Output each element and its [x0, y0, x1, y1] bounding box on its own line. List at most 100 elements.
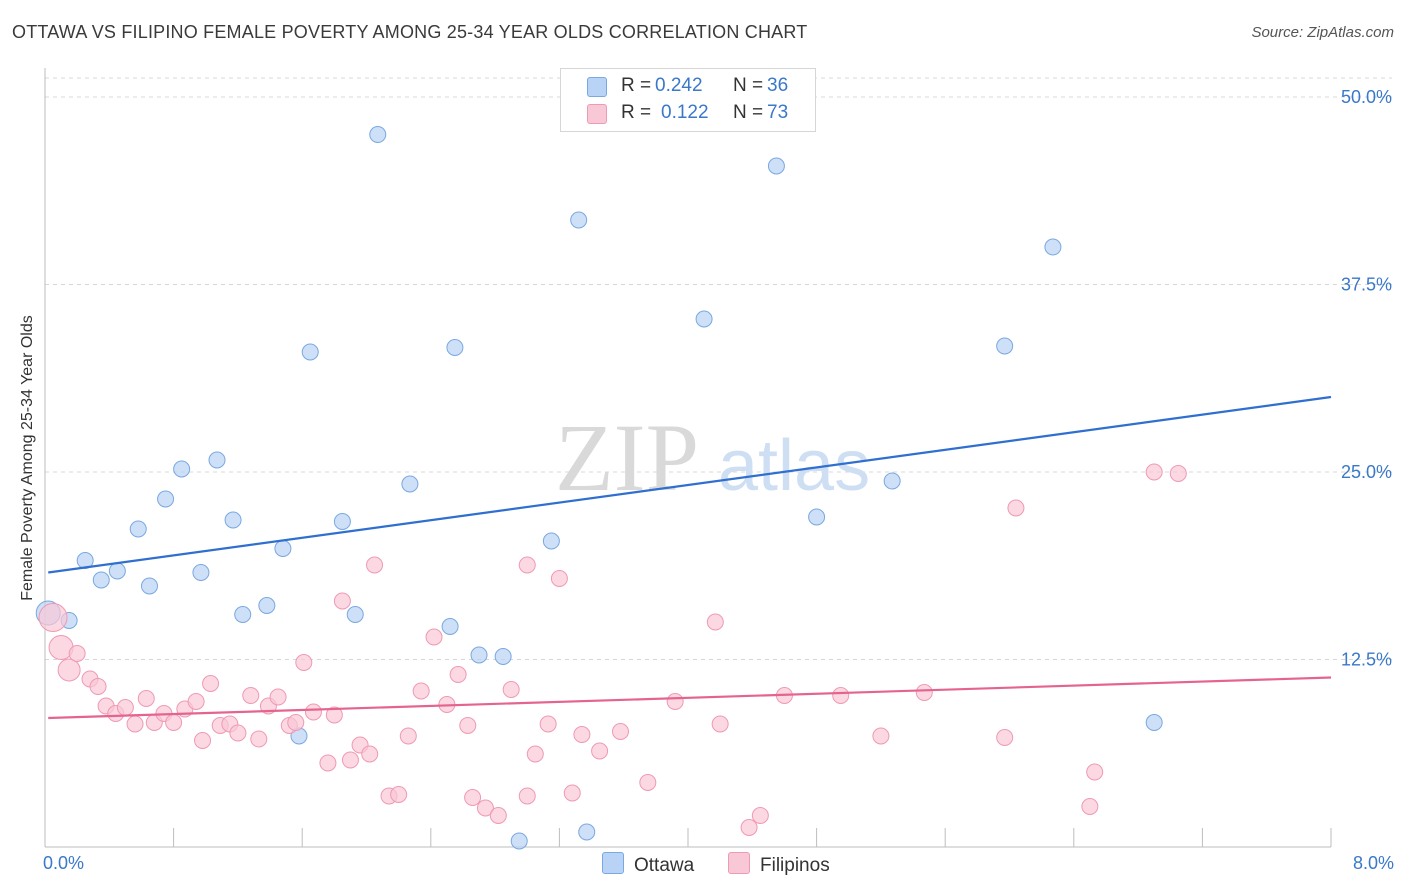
filipinos-point — [341, 751, 359, 769]
filipinos-point — [526, 745, 544, 763]
ottawa-point — [129, 520, 147, 538]
ottawa-point — [92, 571, 110, 589]
filipinos-point — [1007, 499, 1025, 517]
filipinos-point — [390, 786, 408, 803]
filipinos-point — [187, 693, 205, 710]
ottawa-point — [996, 337, 1014, 355]
filipinos-point — [38, 603, 68, 632]
filipinos-point — [269, 688, 287, 706]
filipinos-legend-swatch — [728, 852, 750, 874]
filipinos-point — [366, 556, 384, 574]
y-tick-label: 37.5% — [1341, 275, 1392, 295]
filipinos-point — [666, 693, 684, 710]
legend-item-ottawa[interactable]: Ottawa — [602, 852, 694, 877]
ottawa-point — [224, 511, 242, 529]
ottawa-point — [510, 832, 528, 850]
filipinos-legend-label: Filipinos — [760, 855, 830, 876]
ottawa-point — [808, 508, 826, 526]
filipinos-point — [740, 819, 758, 836]
ottawa-point — [208, 451, 226, 469]
ottawa-point — [883, 472, 901, 490]
filipinos-point — [706, 613, 724, 631]
x-tick-label: 0.0% — [43, 853, 84, 873]
source-label: Source: ZipAtlas.com — [1251, 24, 1394, 41]
filipinos-point — [165, 714, 183, 731]
filipinos-point — [591, 742, 609, 760]
filipinos-point — [832, 687, 850, 704]
filipinos-point — [1145, 463, 1163, 481]
y-tick-label: 25.0% — [1341, 462, 1392, 482]
chart-title: OTTAWA VS FILIPINO FEMALE POVERTY AMONG … — [12, 22, 808, 42]
ottawa-point — [108, 562, 126, 580]
filipinos-point — [202, 675, 220, 692]
filipinos-point — [573, 726, 591, 743]
ottawa-point — [470, 646, 488, 664]
filipinos-point — [57, 658, 81, 682]
ottawa-point — [767, 157, 785, 175]
filipinos-r-value: 0.122 — [661, 102, 709, 123]
filipinos-point — [242, 687, 260, 704]
filipinos-point — [872, 727, 890, 745]
ottawa-point — [401, 475, 419, 493]
filipinos-point — [563, 784, 581, 802]
ottawa-point — [274, 540, 292, 557]
filipinos-point — [89, 678, 107, 695]
filipinos-n-value: 73 — [767, 102, 789, 123]
ottawa-point — [578, 823, 596, 841]
ottawa-n-label: N = — [733, 75, 764, 96]
ottawa-point — [346, 606, 364, 623]
ottawa-point — [441, 618, 459, 635]
filipinos-point — [361, 745, 379, 763]
ottawa-point — [446, 339, 464, 356]
filipinos-point — [194, 732, 212, 749]
filipinos-point — [518, 556, 536, 574]
filipinos-point — [1081, 798, 1099, 815]
legend-item-filipinos[interactable]: Filipinos — [728, 852, 830, 877]
filipinos-point — [229, 724, 247, 742]
axis-layer — [44, 68, 1332, 848]
filipinos-point — [464, 789, 482, 806]
filipinos-point — [325, 706, 343, 724]
filipinos-point — [502, 681, 520, 698]
filipinos-point — [137, 690, 155, 707]
filipinos-trend-line — [48, 676, 1332, 720]
ottawa-point — [494, 648, 512, 665]
filipinos-point — [399, 727, 417, 745]
y-axis-label: Female Poverty Among 25-34 Year Olds — [19, 315, 36, 601]
watermark-zip: ZIP — [555, 404, 699, 511]
filipinos-point — [489, 807, 507, 824]
filipinos-point — [639, 774, 657, 791]
y-tick-label: 50.0% — [1341, 87, 1392, 107]
filipinos-point — [126, 715, 144, 733]
watermark: ZIP atlas — [555, 404, 870, 511]
ottawa-point — [258, 597, 276, 614]
filipinos-point — [539, 715, 557, 733]
ottawa-trend-line — [48, 395, 1332, 574]
ottawa-point — [301, 343, 319, 361]
ottawa-point — [1044, 238, 1062, 256]
ottawa-point — [157, 490, 175, 508]
ottawa-point — [192, 564, 210, 581]
filipinos-point — [319, 754, 337, 772]
ottawa-point — [333, 513, 351, 530]
filipinos-point — [711, 715, 729, 733]
filipinos-point — [476, 799, 494, 817]
filipinos-point — [915, 684, 933, 701]
ottawa-point — [1145, 714, 1163, 731]
filipinos-point — [459, 717, 477, 734]
filipinos-point — [751, 807, 769, 824]
ottawa-point — [140, 577, 158, 595]
filipinos-point — [449, 666, 467, 683]
ottawa-legend-label: Ottawa — [634, 855, 695, 876]
filipinos-point — [996, 729, 1014, 746]
filipinos-point — [295, 654, 313, 671]
watermark-atlas: atlas — [718, 426, 870, 506]
ottawa-r-label: R = — [621, 75, 652, 96]
ottawa-swatch — [587, 77, 607, 97]
grid-layer — [45, 77, 1392, 660]
ottawa-point — [234, 606, 252, 623]
filipinos-point — [333, 592, 351, 610]
filipinos-point — [1169, 465, 1187, 482]
filipinos-point — [68, 645, 86, 662]
